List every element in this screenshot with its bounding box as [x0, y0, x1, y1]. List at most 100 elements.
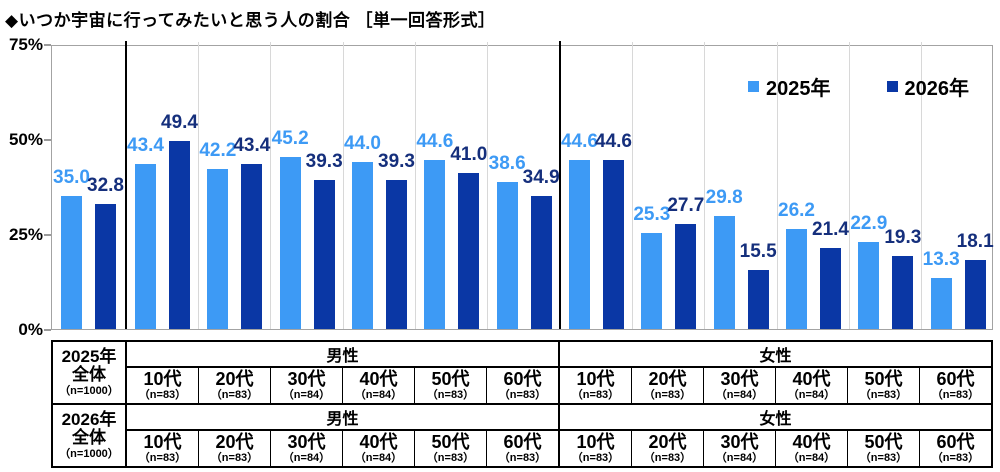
- chart-bar-2025年: [279, 157, 301, 329]
- table-age-n-label: （n=83）: [498, 389, 547, 402]
- table-age-n-label: （n=84）: [354, 452, 403, 465]
- table-age-n-label: （n=83）: [859, 452, 908, 465]
- table-gender-header-row: 男性 女性: [127, 342, 991, 368]
- chart-bar-2026年: [313, 179, 335, 329]
- group-divider-line: [559, 41, 561, 329]
- band-separator-line: [270, 42, 272, 329]
- band-separator-line: [487, 42, 489, 329]
- table-gender-header-cell: 男性: [326, 411, 359, 428]
- table-total-n-label: （n=1000）: [59, 385, 119, 398]
- table-gender-header-cell: 女性: [558, 405, 991, 429]
- table-age-label: 50代: [431, 432, 470, 453]
- bar-value-label: 39.3: [378, 150, 415, 172]
- bar-value-label: 25.3: [633, 203, 671, 225]
- table-age-cell: 40代 （n=84）: [775, 368, 847, 403]
- table-age-cell: 50代 （n=83）: [847, 368, 919, 403]
- table-age-label: 50代: [431, 369, 470, 390]
- table-age-cell: 10代 （n=83）: [558, 431, 631, 466]
- table-age-cell: 50代 （n=83）: [847, 431, 919, 466]
- table-age-n-label: （n=84）: [787, 452, 836, 465]
- table-age-n-label: （n=83）: [643, 389, 692, 402]
- table-age-label: 60代: [936, 369, 975, 390]
- table-age-label: 60代: [503, 369, 542, 390]
- table-age-n-label: （n=83）: [931, 389, 980, 402]
- table-age-cell: 30代 （n=84）: [270, 368, 342, 403]
- table-year-label: 2025年: [61, 346, 117, 366]
- table-age-n-label: （n=83）: [859, 389, 908, 402]
- y-axis-label: 25%: [8, 225, 43, 244]
- table-age-n-label: （n=83）: [426, 389, 475, 402]
- table-age-cell: 20代 （n=83）: [198, 431, 270, 466]
- band-separator-line: [414, 42, 416, 329]
- table-age-label: 10代: [576, 432, 615, 453]
- table-age-label: 30代: [720, 369, 759, 390]
- table-gender-header-row: 男性 女性: [127, 405, 991, 431]
- bar-value-label: 34.9: [522, 167, 560, 189]
- y-axis-label: 50%: [8, 130, 43, 149]
- table-age-cell: 30代 （n=84）: [703, 368, 775, 403]
- band-separator-line: [704, 42, 706, 329]
- table-age-n-label: （n=83）: [643, 452, 692, 465]
- table-age-cell: 20代 （n=83）: [631, 368, 703, 403]
- table-age-cell: 60代 （n=83）: [486, 368, 558, 403]
- table-age-label: 10代: [576, 369, 615, 390]
- y-axis-tick: [44, 139, 51, 141]
- legend-swatch-2026-icon: [886, 81, 898, 92]
- legend: 2025年 2026年: [748, 72, 969, 101]
- table-age-cell: 30代 （n=84）: [703, 431, 775, 466]
- y-axis-label: 75%: [8, 35, 43, 54]
- table-scope-label: 全体: [72, 365, 106, 385]
- table-age-cell: 60代 （n=83）: [486, 431, 558, 466]
- table-age-n-label: （n=84）: [715, 389, 764, 402]
- chart-bar-2026年: [530, 196, 552, 329]
- chart-bar-2025年: [713, 215, 735, 329]
- bar-value-label: 35.0: [53, 167, 90, 188]
- table-age-n-label: （n=83）: [931, 452, 980, 465]
- y-axis-tick: [44, 44, 51, 46]
- table-gender-header-cell: 女性: [558, 342, 991, 366]
- chart-bar-2025年: [786, 229, 807, 329]
- chart-bar-2026年: [386, 179, 407, 329]
- chart-bar-2025年: [569, 159, 590, 329]
- chart-bar-2026年: [95, 204, 116, 329]
- table-age-label: 20代: [215, 432, 254, 453]
- bar-value-label: 39.3: [305, 150, 343, 172]
- table-row: 2026年 全体 （n=1000） 男性 女性 10代 （n=83） 20代 （n=83） 30代…: [53, 403, 991, 466]
- legend-swatch-2025-icon: [748, 81, 759, 92]
- bar-value-label: 15.5: [739, 241, 777, 263]
- bar-value-label: 43.4: [233, 135, 271, 157]
- chart-bar-2025年: [496, 182, 518, 329]
- table-age-label: 20代: [648, 369, 687, 390]
- table-gender-header-cell: 男性: [326, 348, 359, 365]
- band-separator-line: [631, 42, 633, 329]
- chart-bar-2026年: [603, 159, 624, 329]
- table-right-section: 男性 女性 10代 （n=83） 20代 （n=83） 30代 （n=84） 40代 （n=84）…: [127, 342, 991, 403]
- legend-item-2025: 2025年: [748, 72, 831, 101]
- bar-value-label: 13.3: [922, 249, 960, 271]
- table-age-n-label: （n=83）: [210, 389, 259, 402]
- chart-bar-2026年: [675, 223, 697, 329]
- chart-bar-2025年: [61, 196, 82, 329]
- bar-value-label: 44.6: [595, 130, 632, 152]
- table-age-label: 40代: [359, 432, 398, 453]
- table-age-label: 10代: [143, 369, 182, 390]
- bar-value-label: 42.2: [199, 139, 237, 161]
- legend-label-2026: 2026年: [904, 78, 970, 100]
- bar-value-label: 45.2: [271, 128, 309, 150]
- legend-item-2026: 2026年: [886, 72, 970, 101]
- y-axis-tick: [44, 234, 51, 236]
- table-age-n-label: （n=83）: [571, 452, 620, 465]
- table-age-n-label: （n=83）: [138, 389, 187, 402]
- group-divider-line: [125, 41, 127, 329]
- table-age-n-label: （n=84）: [282, 389, 331, 402]
- chart-bar-2026年: [241, 164, 263, 329]
- bar-value-label: 18.1: [956, 231, 994, 253]
- bar-value-label: 26.2: [778, 200, 815, 222]
- y-axis-tick: [44, 329, 51, 331]
- bar-value-label: 44.0: [344, 132, 381, 154]
- table-age-header-row: 10代 （n=83） 20代 （n=83） 30代 （n=84） 40代 （n=84） 50代（…: [127, 368, 991, 403]
- chart-bar-2025年: [352, 161, 373, 329]
- chart-bar-2026年: [820, 247, 841, 329]
- table-age-cell: 60代 （n=83）: [919, 368, 991, 403]
- bar-value-label: 38.6: [488, 153, 526, 175]
